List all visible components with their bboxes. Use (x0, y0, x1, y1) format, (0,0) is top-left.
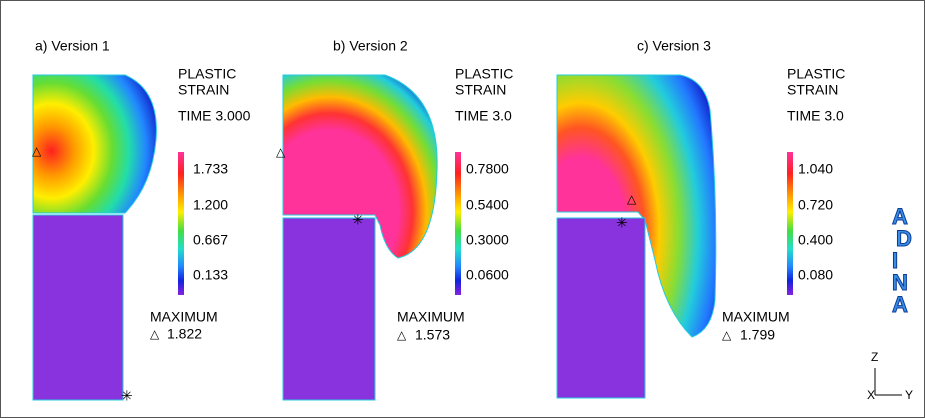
maximum-label: MAXIMUM (150, 309, 218, 325)
time-label: TIME 3.0 (787, 108, 844, 124)
legend-level: 0.3000 (466, 232, 509, 248)
legend-level: 0.667 (193, 232, 228, 248)
axis-label: Z (871, 350, 878, 364)
min-marker: ✳ (352, 212, 364, 228)
min-marker: ✳ (121, 388, 133, 404)
maximum-label: MAXIMUM (397, 309, 465, 325)
legend-title: STRAIN (455, 82, 506, 98)
logo-letter: A (892, 292, 908, 317)
lower-mesh (557, 218, 645, 398)
upper-mesh (33, 75, 156, 213)
maximum-value: 1.799 (740, 327, 775, 343)
panel-title: c) Version 3 (637, 38, 711, 54)
legend-level: 0.133 (193, 267, 228, 283)
max-marker: △ (32, 144, 42, 158)
axis-label: Y (905, 388, 913, 402)
time-label: TIME 3.000 (178, 108, 251, 124)
lower-mesh (283, 218, 375, 400)
legend-level: 0.0600 (466, 267, 509, 283)
time-label: TIME 3.0 (455, 108, 512, 124)
legend-title: PLASTIC (178, 66, 236, 82)
legend-level: 1.200 (193, 197, 228, 213)
maximum-value: 1.573 (415, 327, 450, 343)
maximum-value: 1.822 (167, 326, 202, 342)
min-marker: ✳ (616, 215, 628, 231)
legend-title: STRAIN (178, 82, 229, 98)
logo-letter: D (896, 226, 912, 251)
legend-title: PLASTIC (787, 66, 845, 82)
lower-mesh (33, 215, 123, 400)
max-marker: △ (276, 145, 286, 159)
figure: a) Version 1 △ ✳ PLASTIC STRAIN TIME 3.0… (0, 0, 925, 418)
legend-level: 1.040 (798, 161, 833, 177)
legend-level: 0.720 (798, 197, 833, 213)
max-marker: △ (150, 327, 160, 341)
legend-level: 0.400 (798, 232, 833, 248)
max-marker: △ (627, 192, 637, 206)
max-marker: △ (722, 328, 732, 342)
legend-level: 0.7800 (466, 161, 509, 177)
color-bar (178, 152, 184, 295)
color-bar (455, 152, 461, 295)
legend-level: 0.080 (798, 267, 833, 283)
legend-level: 1.733 (193, 161, 228, 177)
frame (1, 1, 925, 418)
panel-title: b) Version 2 (333, 38, 408, 54)
panel-title: a) Version 1 (35, 38, 110, 54)
maximum-label: MAXIMUM (722, 309, 790, 325)
color-bar (787, 152, 793, 295)
legend-level: 0.5400 (466, 197, 509, 213)
max-marker: △ (397, 328, 407, 342)
axis-label: X (867, 388, 875, 402)
legend-title: PLASTIC (455, 66, 513, 82)
legend-title: STRAIN (787, 82, 838, 98)
